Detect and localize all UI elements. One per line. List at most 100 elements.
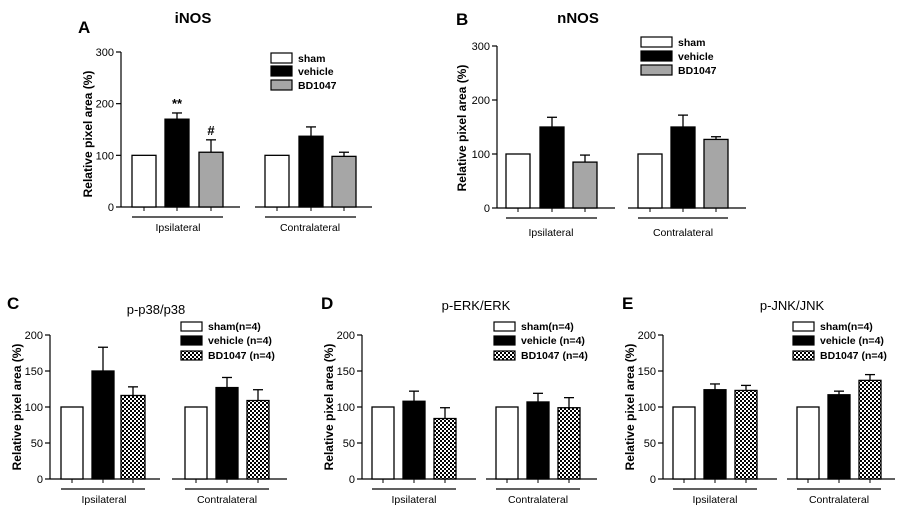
y-tick-label: 200 (472, 95, 490, 107)
legend-label: sham (298, 53, 325, 65)
group-label: Ipsilateral (529, 227, 574, 239)
y-tick-label: 200 (337, 330, 355, 342)
y-tick-label: 150 (638, 366, 656, 378)
y-tick-label: 100 (96, 150, 114, 162)
legend-label: BD1047 (n=4) (820, 350, 887, 362)
y-tick-label: 200 (25, 330, 43, 342)
bar-sham-contralateral (184, 406, 208, 480)
legend-label: sham(n=4) (521, 321, 574, 333)
legend-label: vehicle (298, 66, 334, 78)
panel-letter: D (321, 294, 333, 313)
bar-vehicle-contralateral (670, 126, 696, 209)
y-tick-label: 300 (472, 41, 490, 53)
legend-label: vehicle (n=4) (820, 335, 884, 347)
legend-label: sham(n=4) (820, 321, 873, 333)
bar-sham-ipsilateral (131, 154, 157, 208)
group-label: Contralateral (653, 227, 713, 239)
chart-title: p-ERK/ERK (442, 298, 511, 313)
y-axis-label: Relative pixel area (%) (10, 344, 24, 471)
bar-bd1047-ipsilateral (120, 394, 146, 480)
y-tick-label: 100 (337, 402, 355, 414)
legend-swatch (640, 36, 673, 48)
bar-vehicle-contralateral (298, 135, 324, 208)
bar-vehicle-ipsilateral (703, 389, 727, 480)
bar-sham-contralateral (796, 406, 820, 480)
y-axis-label: Relative pixel area (%) (81, 71, 95, 198)
chart-title: p-JNK/JNK (760, 298, 825, 313)
y-axis-label: Relative pixel area (%) (623, 344, 637, 471)
legend-label: sham(n=4) (208, 321, 261, 333)
bar-bd1047-ipsilateral (198, 151, 224, 208)
y-tick-label: 200 (96, 99, 114, 111)
legend-label: BD1047 (678, 65, 717, 77)
bar-vehicle-ipsilateral (91, 370, 115, 480)
y-tick-label: 300 (96, 47, 114, 59)
bar-vehicle-ipsilateral (402, 400, 426, 480)
y-tick-label: 50 (343, 438, 355, 450)
group-label: Ipsilateral (693, 494, 738, 506)
legend-label: vehicle (n=4) (208, 335, 272, 347)
group-label: Contralateral (280, 222, 340, 234)
legend-swatch (180, 321, 203, 332)
legend-label: vehicle (n=4) (521, 335, 585, 347)
chart-title: p-p38/p38 (127, 302, 186, 317)
bar-bd1047-contralateral (557, 407, 581, 480)
bar-sham-ipsilateral (60, 406, 84, 480)
group-label: Ipsilateral (392, 494, 437, 506)
group-label: Ipsilateral (156, 222, 201, 234)
legend-swatch (640, 50, 673, 62)
bar-sham-ipsilateral (371, 406, 395, 480)
bar-vehicle-ipsilateral (539, 126, 565, 209)
y-tick-label: 100 (472, 149, 490, 161)
chart-title: nNOS (557, 10, 599, 27)
y-tick-label: 100 (638, 402, 656, 414)
group-label: Ipsilateral (82, 494, 127, 506)
y-tick-label: 100 (25, 402, 43, 414)
bar-vehicle-contralateral (215, 386, 239, 480)
bar-sham-contralateral (637, 153, 663, 209)
panel-letter: C (7, 294, 19, 313)
bar-vehicle-contralateral (526, 401, 550, 480)
y-axis-label: Relative pixel area (%) (322, 344, 336, 471)
group-label: Contralateral (809, 494, 869, 506)
legend-label: vehicle (678, 51, 714, 63)
y-tick-label: 150 (337, 366, 355, 378)
bar-bd1047-contralateral (246, 399, 270, 480)
legend-swatch (792, 335, 815, 346)
bar-sham-ipsilateral (505, 153, 531, 209)
bar-bd1047-contralateral (331, 155, 357, 208)
panel-letter: B (456, 10, 468, 29)
y-tick-label: 150 (25, 366, 43, 378)
significance-marker: ** (172, 96, 183, 111)
chart-title: iNOS (175, 10, 212, 27)
legend-label: BD1047 (298, 80, 337, 92)
legend-swatch (493, 335, 516, 346)
legend-swatch (270, 65, 293, 77)
legend-swatch (493, 350, 516, 361)
y-tick-label: 50 (644, 438, 656, 450)
legend-swatch (493, 321, 516, 332)
legend-label: sham (678, 37, 705, 49)
bar-bd1047-contralateral (858, 379, 882, 480)
legend-swatch (180, 350, 203, 361)
bar-bd1047-ipsilateral (433, 417, 457, 480)
bar-bd1047-ipsilateral (572, 161, 598, 209)
bar-vehicle-contralateral (827, 394, 851, 480)
legend-swatch (180, 335, 203, 346)
y-tick-label: 0 (108, 202, 114, 214)
bar-bd1047-contralateral (703, 138, 729, 209)
bar-sham-contralateral (495, 406, 519, 480)
group-label: Contralateral (197, 494, 257, 506)
y-tick-label: 200 (638, 330, 656, 342)
legend-label: BD1047 (n=4) (208, 350, 275, 362)
y-tick-label: 0 (37, 474, 43, 486)
legend-swatch (792, 350, 815, 361)
bar-vehicle-ipsilateral (164, 118, 190, 208)
group-label: Contralateral (508, 494, 568, 506)
